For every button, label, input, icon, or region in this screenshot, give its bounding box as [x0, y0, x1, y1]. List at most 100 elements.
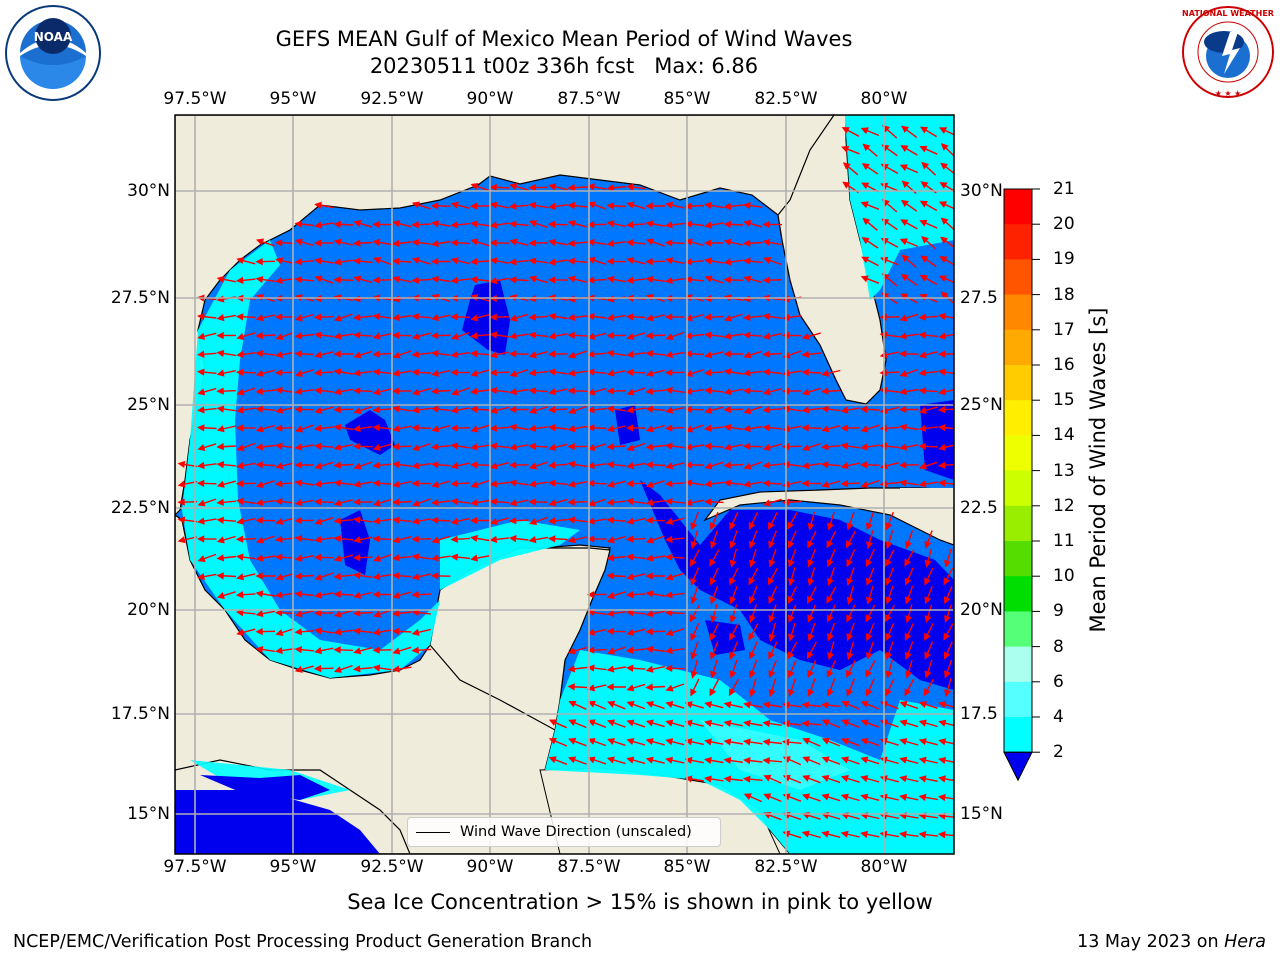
- wind-wave-arrowhead: [353, 424, 361, 433]
- wind-wave-arrowhead: [567, 313, 576, 322]
- wind-wave-arrowhead: [918, 793, 927, 802]
- wind-wave-arrowhead: [313, 424, 322, 432]
- wind-wave-arrowhead: [866, 541, 874, 550]
- wind-wave-arrowhead: [353, 369, 361, 377]
- wind-wave-arrowhead: [768, 521, 775, 530]
- wind-wave-arrowhead: [749, 614, 756, 623]
- wind-wave-arrowhead: [664, 424, 673, 432]
- wind-wave-arrowhead: [275, 442, 283, 450]
- wind-wave-arrowhead: [723, 775, 732, 783]
- wind-wave-arrowhead: [723, 276, 731, 284]
- wind-wave-arrowhead: [846, 522, 854, 531]
- wind-wave-arrowhead: [509, 370, 518, 378]
- wind-wave-arrowhead: [802, 444, 811, 451]
- wind-wave-arrowhead: [352, 387, 361, 395]
- wind-wave-arrowhead: [372, 276, 380, 284]
- wind-wave-arrowhead: [845, 540, 853, 549]
- wind-wave-arrowhead: [905, 540, 912, 549]
- wind-wave-arrowhead: [762, 220, 770, 229]
- colorbar-segment: [1004, 681, 1032, 718]
- wind-wave-arrowhead: [938, 275, 947, 283]
- wind-wave-arrowhead: [826, 595, 834, 604]
- wind-wave-arrowhead: [723, 350, 731, 358]
- wind-wave-arrowhead: [904, 596, 912, 605]
- wind-wave-arrowhead: [665, 646, 673, 655]
- wind-wave-arrowhead: [567, 257, 575, 265]
- wind-wave-arrowhead: [664, 553, 673, 561]
- wind-wave-arrowhead: [587, 684, 596, 692]
- lon-tick-label: 90°W: [466, 89, 514, 109]
- colorbar-label: Mean Period of Wind Waves [s]: [1086, 307, 1110, 633]
- wind-wave-arrowhead: [586, 479, 595, 488]
- wind-wave-arrowhead: [587, 332, 596, 340]
- wind-wave-arrowhead: [489, 462, 498, 470]
- wind-wave-arrowhead: [943, 632, 951, 641]
- wind-wave-arrowhead: [840, 462, 849, 470]
- wind-wave-arrowhead: [411, 517, 420, 525]
- wind-wave-arrowhead: [548, 202, 556, 211]
- wind-wave-arrowhead: [313, 664, 322, 673]
- wind-wave-arrowhead: [742, 442, 751, 451]
- wind-wave-arrowhead: [606, 239, 615, 248]
- wind-wave-arrowhead: [762, 738, 771, 746]
- wind-wave-arrowhead: [372, 368, 381, 376]
- wind-wave-arrowhead: [762, 424, 770, 432]
- wind-wave-arrowhead: [625, 646, 634, 654]
- wind-wave-arrowhead: [723, 756, 732, 765]
- wind-wave-arrowhead: [548, 312, 556, 321]
- wind-wave-arrowhead: [411, 591, 419, 599]
- wind-wave-arrowhead: [411, 313, 419, 321]
- wind-wave-arrowhead: [899, 700, 908, 708]
- wind-wave-arrowhead: [821, 774, 830, 782]
- wind-wave-arrowhead: [411, 257, 420, 265]
- wind-wave-arrowhead: [728, 688, 736, 697]
- wind-wave-arrowhead: [547, 276, 556, 284]
- wind-wave-arrowhead: [768, 540, 776, 549]
- wind-wave-arrowhead: [904, 688, 912, 697]
- wind-wave-arrowhead: [372, 517, 381, 525]
- wind-wave-arrowhead: [392, 591, 401, 599]
- wind-wave-arrowhead: [255, 516, 263, 525]
- wind-wave-arrowhead: [274, 553, 283, 561]
- svg-text:NATIONAL WEATHER: NATIONAL WEATHER: [1182, 9, 1274, 18]
- wind-wave-arrowhead: [664, 535, 673, 543]
- wind-wave-arrowhead: [645, 665, 654, 673]
- wind-wave-arrowhead: [509, 423, 517, 432]
- wind-wave-arrowhead: [921, 161, 930, 170]
- wind-wave-arrowhead: [469, 461, 478, 469]
- wind-wave-arrowhead: [762, 443, 771, 451]
- wind-wave-arrowhead: [820, 443, 829, 451]
- wind-wave-arrowhead: [567, 480, 576, 488]
- wind-wave-arrowhead: [274, 368, 283, 377]
- wind-wave-arrowhead: [255, 369, 264, 377]
- wind-wave-arrowhead: [923, 688, 931, 697]
- wind-wave-arrowhead: [703, 239, 712, 247]
- wind-wave-arrowhead: [450, 368, 458, 377]
- wind-wave-arrowhead: [275, 629, 284, 636]
- wind-wave-arrowhead: [470, 554, 479, 562]
- wind-wave-arrowhead: [216, 536, 225, 544]
- wind-wave-arrowhead: [690, 577, 698, 586]
- wind-wave-arrowhead: [314, 518, 323, 525]
- wind-wave-arrowhead: [645, 645, 654, 654]
- wind-wave-arrowhead: [333, 479, 342, 487]
- wind-wave-arrowhead: [255, 332, 263, 340]
- wind-wave-arrowhead: [333, 610, 342, 618]
- wind-wave-arrowhead: [703, 387, 712, 395]
- wind-wave-arrowhead: [826, 540, 834, 549]
- wind-wave-arrowhead: [372, 350, 380, 358]
- colorbar-segment: [1004, 294, 1032, 331]
- wind-wave-arrowhead: [664, 498, 673, 506]
- wind-wave-arrowhead: [352, 609, 361, 617]
- wind-wave-arrowhead: [885, 651, 893, 660]
- wind-wave-arrowhead: [411, 479, 419, 488]
- wind-wave-arrowhead: [333, 388, 342, 396]
- wind-wave-arrowhead: [196, 368, 205, 376]
- lat-tick-label: 30°N: [127, 181, 170, 201]
- wind-wave-arrowhead: [508, 258, 517, 266]
- wind-wave-arrowhead: [587, 517, 595, 525]
- wind-wave-arrowhead: [918, 830, 927, 839]
- wind-wave-arrowhead: [664, 609, 673, 617]
- wind-wave-arrowhead: [197, 573, 205, 581]
- wind-wave-arrowhead: [645, 610, 654, 618]
